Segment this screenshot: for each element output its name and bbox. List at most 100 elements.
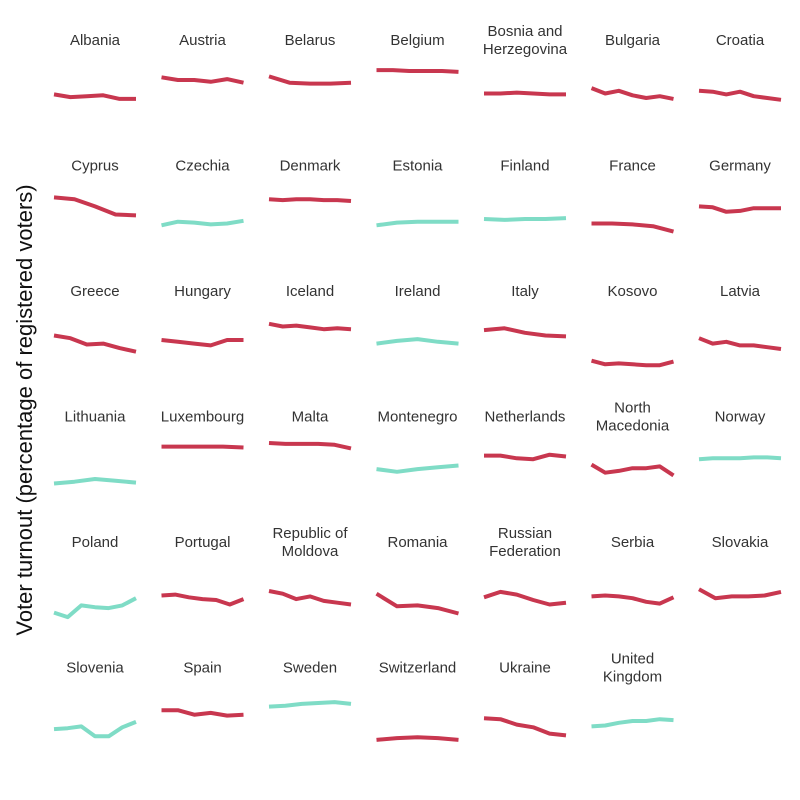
series-line-slovenia [53, 720, 137, 739]
panel-title-line: Russian [498, 525, 552, 542]
series-line-spain [161, 708, 244, 718]
panel-lithuania: Lithuania [53, 409, 137, 486]
panel-title-line: Finland [500, 158, 549, 175]
series-line-belarus [268, 74, 352, 86]
panel-title-switzerland: Switzerland [379, 660, 457, 677]
panel-title-ireland: Ireland [395, 283, 441, 300]
panel-title-line: Slovakia [712, 534, 769, 551]
panel-croatia: Croatia [698, 32, 782, 102]
panel-title-line: Kingdom [603, 669, 662, 686]
series-line-france [591, 221, 675, 234]
panel-serbia: Serbia [591, 534, 675, 606]
panel-title-line: Republic of [272, 525, 348, 542]
panel-title-line: Romania [387, 534, 448, 551]
panel-title-slovakia: Slovakia [712, 534, 769, 551]
panel-luxembourg: Luxembourg [161, 409, 244, 450]
panel-italy: Italy [483, 283, 567, 339]
panel-albania: Albania [53, 32, 136, 101]
series-line-croatia [698, 88, 782, 102]
panel-title-bosnia-and-herzegovina: Bosnia and Herzegovina [483, 23, 568, 58]
panel-title-line: Netherlands [485, 409, 566, 426]
series-line-portugal [161, 592, 245, 607]
panel-romania: Romania [375, 534, 460, 616]
panel-title-line: Belarus [285, 32, 336, 49]
panel-title-line: Bosnia and [487, 23, 562, 40]
series-line-poland [53, 596, 137, 620]
panel-slovakia: Slovakia [698, 534, 782, 601]
panel-title-portugal: Portugal [175, 534, 231, 551]
panel-title-france: France [609, 158, 656, 175]
series-line-malta [268, 441, 352, 451]
panel-austria: Austria [161, 32, 244, 85]
panel-portugal: Portugal [161, 534, 245, 607]
panel-title-greece: Greece [70, 283, 119, 300]
panel-iceland: Iceland [268, 283, 352, 332]
panel-title-line: Greece [70, 283, 119, 300]
series-line-netherlands [484, 452, 567, 462]
series-line-romania [375, 591, 460, 616]
panel-title-line: Ireland [395, 283, 441, 300]
panel-greece: Greece [53, 283, 137, 354]
series-line-republic-of-moldova [268, 589, 352, 607]
series-line-greece [53, 333, 137, 354]
panel-cyprus: Cyprus [53, 158, 137, 218]
panel-title-line: Cyprus [71, 158, 119, 175]
panel-title-italy: Italy [511, 283, 539, 300]
panel-title-line: Switzerland [379, 660, 457, 677]
panel-ireland: Ireland [376, 283, 459, 346]
panel-finland: Finland [483, 158, 567, 222]
panel-netherlands: Netherlands [484, 409, 567, 462]
series-line-belgium [376, 68, 459, 74]
panel-title-austria: Austria [179, 32, 226, 49]
panel-title-united-kingdom: United Kingdom [603, 651, 662, 686]
panel-title-netherlands: Netherlands [485, 409, 566, 426]
panel-title-romania: Romania [387, 534, 448, 551]
panel-title-line: Latvia [720, 283, 761, 300]
series-line-montenegro [376, 463, 459, 474]
series-line-finland [483, 216, 567, 222]
panel-title-line: Albania [70, 32, 121, 49]
panel-title-croatia: Croatia [716, 32, 765, 49]
panel-czechia: Czechia [161, 158, 244, 228]
series-line-czechia [161, 218, 244, 228]
panel-montenegro: Montenegro [376, 409, 459, 474]
panel-bosnia-and-herzegovina: Bosnia and Herzegovina [483, 23, 568, 97]
panel-title-denmark: Denmark [280, 158, 341, 175]
panel-title-poland: Poland [72, 534, 119, 551]
panel-title-germany: Germany [709, 158, 771, 175]
series-line-ireland [376, 337, 459, 346]
series-line-italy [483, 326, 567, 339]
series-line-hungary [161, 338, 244, 348]
y-axis-label: Voter turnout (percentage of registered … [12, 184, 37, 635]
series-line-albania [53, 92, 136, 101]
series-line-latvia [698, 336, 782, 351]
panel-title-line: Poland [72, 534, 119, 551]
panel-title-line: Portugal [175, 534, 231, 551]
panel-title-line: France [609, 158, 656, 175]
panel-title-norway: Norway [715, 409, 766, 426]
panel-title-line: Iceland [286, 283, 334, 300]
panel-estonia: Estonia [376, 158, 459, 228]
series-line-bulgaria [590, 86, 674, 101]
panel-ukraine: Ukraine [483, 660, 567, 738]
panel-germany: Germany [698, 158, 781, 214]
panel-malta: Malta [268, 409, 352, 451]
panel-title-line: Moldova [282, 543, 339, 560]
panel-sweden: Sweden [268, 660, 352, 709]
series-line-ukraine [483, 716, 567, 738]
panel-title-sweden: Sweden [283, 660, 337, 677]
panel-hungary: Hungary [161, 283, 244, 348]
panel-kosovo: Kosovo [590, 283, 675, 368]
panel-spain: Spain [161, 660, 244, 718]
panel-title-bulgaria: Bulgaria [605, 32, 661, 49]
series-line-russian-federation [483, 589, 567, 607]
panel-title-line: Norway [715, 409, 766, 426]
panel-title-serbia: Serbia [611, 534, 655, 551]
panel-belarus: Belarus [268, 32, 352, 86]
panel-title-line: North [614, 400, 651, 417]
series-line-north-macedonia [590, 462, 675, 478]
panel-title-spain: Spain [183, 660, 221, 677]
panel-title-line: Montenegro [377, 409, 457, 426]
panel-title-line: Malta [292, 409, 329, 426]
panel-title-line: Belgium [390, 32, 444, 49]
